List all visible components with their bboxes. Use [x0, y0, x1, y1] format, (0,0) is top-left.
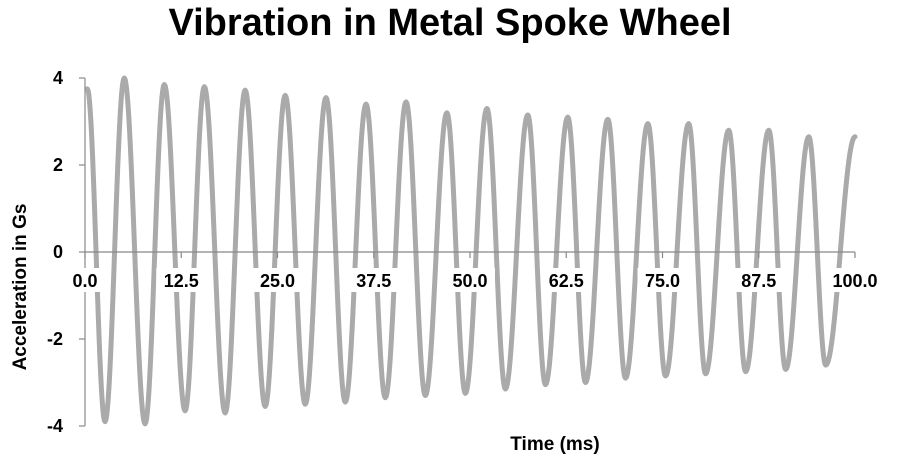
x-tick-label-bg — [445, 268, 495, 292]
y-tick-label: -2 — [47, 329, 63, 349]
x-tick-label: 75.0 — [645, 271, 680, 291]
x-tick-label-bg — [65, 268, 105, 292]
x-tick-label: 100.0 — [832, 271, 877, 291]
y-tick-label: 0 — [53, 242, 63, 262]
axis-layer — [79, 77, 856, 427]
x-tick-label: 25.0 — [260, 271, 295, 291]
series-line-0 — [84, 75, 858, 427]
y-axis-label: Acceleration in Gs — [10, 204, 31, 371]
x-tick-label-bg — [541, 268, 592, 292]
x-tick-label-bg — [156, 268, 207, 292]
x-tick-label: 37.5 — [356, 271, 391, 291]
x-tick-label-bg — [252, 268, 303, 292]
y-tick-label: -4 — [47, 416, 63, 436]
x-tick-label: 0.0 — [72, 271, 97, 291]
y-tick-label: 2 — [53, 155, 63, 175]
x-tick-label-bg — [637, 268, 688, 292]
x-tick-label: 12.5 — [164, 271, 199, 291]
x-tick-label: 87.5 — [741, 271, 776, 291]
y-tick-label: 4 — [53, 68, 63, 88]
x-tick-label-bg — [733, 268, 784, 292]
x-tick-label-bg — [348, 268, 399, 292]
series-layer — [84, 75, 858, 427]
x-tick-label: 50.0 — [452, 271, 487, 291]
chart-title: Vibration in Metal Spoke Wheel — [168, 2, 732, 44]
label-layer: 4 2 0 -2 -4 0.0 12.5 25.0 37.5 50.0 62.5 75.0 87.5 10… — [10, 68, 886, 455]
x-axis-label: Time (ms) — [510, 434, 599, 455]
x-tick-label-bg — [824, 268, 886, 292]
x-tick-label: 62.5 — [549, 271, 584, 291]
